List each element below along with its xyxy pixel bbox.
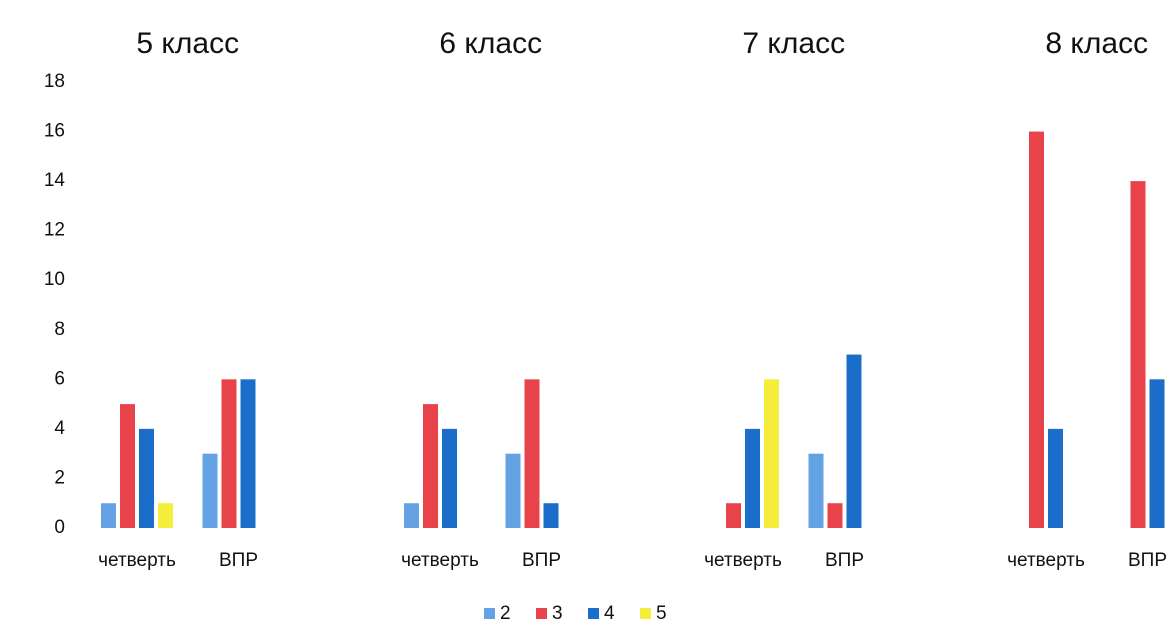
- bar: [543, 503, 559, 528]
- bar: [808, 453, 824, 528]
- bar: [442, 428, 457, 528]
- x-tick-label: ВПР: [825, 550, 864, 571]
- bar: [101, 503, 116, 528]
- y-tick-label: 14: [44, 170, 66, 191]
- bar: [726, 503, 741, 528]
- group-title: 7 класс: [742, 27, 845, 60]
- bar: [827, 503, 843, 528]
- legend-swatch: [640, 608, 651, 619]
- legend-swatch: [588, 608, 599, 619]
- group-title: 6 класс: [439, 27, 542, 60]
- x-tick-label: четверть: [98, 550, 176, 571]
- bar: [505, 453, 521, 528]
- bar: [524, 379, 540, 528]
- legend-label: 4: [604, 603, 615, 624]
- bar: [846, 354, 862, 528]
- bar: [1149, 379, 1165, 528]
- bar: [120, 404, 135, 528]
- bar: [139, 428, 154, 528]
- bar: [423, 404, 438, 528]
- y-tick-label: 0: [54, 517, 65, 538]
- y-tick-label: 12: [44, 220, 65, 241]
- bar: [404, 503, 419, 528]
- y-tick-label: 10: [44, 269, 65, 290]
- x-tick-label: ВПР: [219, 550, 258, 571]
- bar: [158, 503, 173, 528]
- y-tick-label: 4: [54, 418, 65, 439]
- bar: [745, 428, 760, 528]
- legend-swatch: [484, 608, 495, 619]
- group-title: 5 класс: [136, 27, 239, 60]
- x-tick-label: четверть: [704, 550, 782, 571]
- bar: [1048, 428, 1063, 528]
- x-tick-label: ВПР: [522, 550, 561, 571]
- legend-label: 2: [500, 603, 511, 624]
- bar: [221, 379, 237, 528]
- legend-label: 3: [552, 603, 563, 624]
- y-tick-label: 18: [44, 71, 65, 92]
- x-tick-label: четверть: [401, 550, 479, 571]
- x-tick-label: ВПР: [1128, 550, 1167, 571]
- x-tick-label: четверть: [1007, 550, 1085, 571]
- bar: [240, 379, 256, 528]
- bar: [764, 379, 779, 528]
- y-tick-label: 2: [54, 467, 65, 488]
- group-title: 8 класс: [1045, 27, 1148, 60]
- bar: [1130, 181, 1146, 528]
- y-tick-label: 6: [54, 368, 65, 389]
- y-tick-label: 8: [54, 319, 65, 340]
- legend-label: 5: [656, 603, 667, 624]
- y-tick-label: 16: [44, 121, 65, 142]
- bar: [1029, 131, 1044, 529]
- bar: [202, 453, 218, 528]
- legend-swatch: [536, 608, 547, 619]
